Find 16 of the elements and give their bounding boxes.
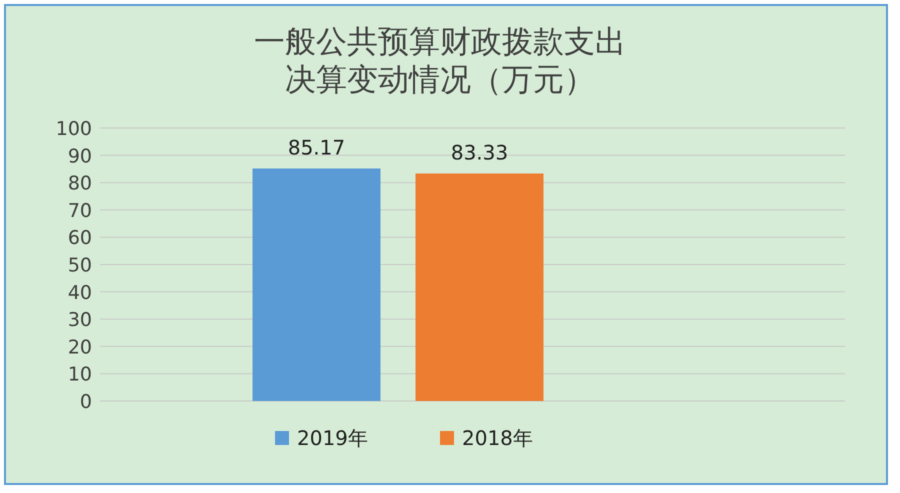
- y-tick-label: 100: [56, 118, 92, 140]
- y-tick-label: 40: [68, 282, 92, 304]
- y-tick-label: 50: [68, 254, 92, 276]
- y-tick-label: 0: [80, 391, 92, 413]
- y-tick-label: 70: [68, 200, 92, 222]
- y-tick-label: 30: [68, 309, 92, 332]
- title: 一般公共预算财政拨款支出决算变动情况（万元）: [254, 24, 626, 98]
- legend-label: 2018年: [462, 426, 533, 450]
- legend-label: 2019年: [297, 426, 368, 450]
- data-label: 85.17: [288, 135, 346, 160]
- y-tick-label: 60: [68, 227, 92, 250]
- y-tick-label: 10: [68, 364, 92, 386]
- y-tick-label: 80: [68, 172, 92, 195]
- data-label: 83.33: [450, 140, 508, 165]
- y-tick-label: 20: [68, 336, 92, 358]
- y-tick-label: 90: [68, 145, 92, 168]
